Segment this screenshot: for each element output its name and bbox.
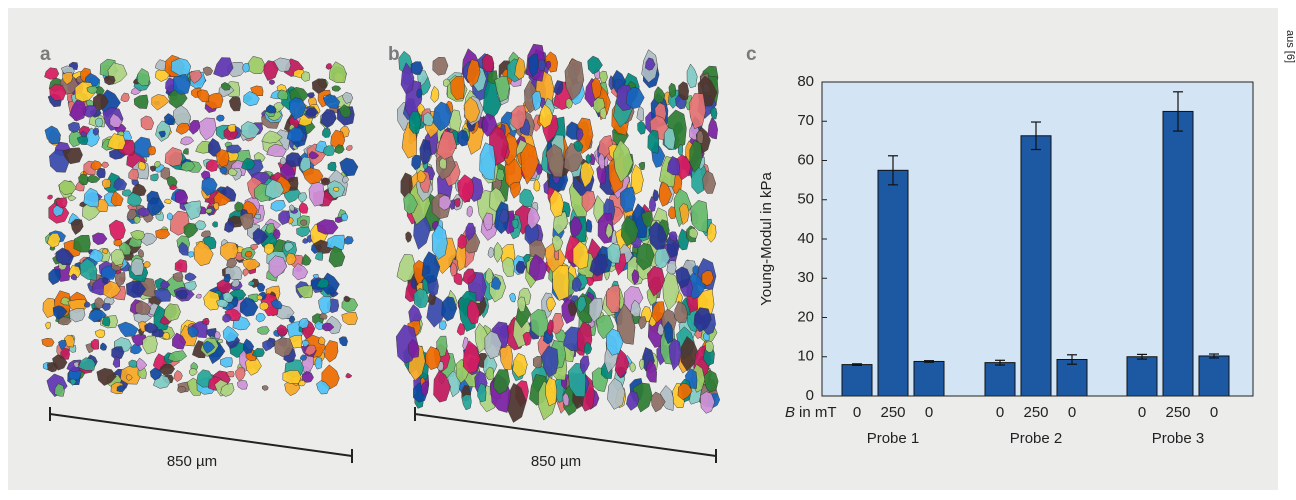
x-tick-label: 0 <box>1068 404 1076 421</box>
grain <box>533 356 542 368</box>
grain <box>333 187 339 191</box>
x-tick-label: 250 <box>880 404 905 421</box>
panel-label: a <box>40 44 51 65</box>
grain <box>678 145 683 156</box>
bar <box>1199 356 1229 396</box>
y-tick-label: 20 <box>797 308 814 325</box>
grain <box>102 277 107 283</box>
scale-label: 850 µm <box>167 453 217 470</box>
grain <box>74 235 91 252</box>
bar <box>914 361 944 396</box>
grain <box>218 339 223 343</box>
grain <box>257 295 263 300</box>
bar <box>878 170 908 396</box>
grain <box>315 357 322 369</box>
grain <box>679 82 689 100</box>
y-tick-label: 60 <box>797 151 814 168</box>
grain <box>697 131 704 144</box>
scale-label: 850 µm <box>531 453 581 470</box>
y-tick-label: 30 <box>797 269 814 286</box>
bar <box>1163 111 1193 396</box>
y-tick-label: 0 <box>806 387 814 404</box>
y-axis-label: Young-Modul in kPa <box>758 171 775 305</box>
grain <box>664 128 675 150</box>
grain <box>131 259 144 276</box>
x-label-unit: in mT <box>799 404 837 421</box>
group-label: Probe 3 <box>1152 430 1205 447</box>
grain <box>262 386 268 391</box>
grain <box>151 174 159 181</box>
x-tick-label: 0 <box>853 404 861 421</box>
x-tick-label: 0 <box>996 404 1004 421</box>
x-tick-label: 0 <box>925 404 933 421</box>
y-tick-label: 80 <box>797 73 814 90</box>
group-label: Probe 2 <box>1010 430 1063 447</box>
bar <box>1057 359 1087 396</box>
x-label-symbol: B <box>785 404 795 421</box>
grain <box>322 128 330 138</box>
grain <box>411 62 423 75</box>
figure: aus [6] a b c 850 µm 850 µm Young-Modul … <box>0 0 1296 495</box>
grain <box>269 80 275 85</box>
grain <box>148 146 156 155</box>
x-tick-label: 0 <box>1138 404 1146 421</box>
bar <box>1127 357 1157 396</box>
grain <box>328 162 336 171</box>
grain <box>433 57 448 75</box>
y-tick-label: 40 <box>797 230 814 247</box>
y-tick-label: 50 <box>797 191 814 208</box>
grain <box>258 327 270 335</box>
grain <box>129 360 137 367</box>
panel-label: c <box>746 44 757 65</box>
x-tick-label: 0 <box>1210 404 1218 421</box>
grain <box>213 222 218 228</box>
bar <box>985 363 1015 396</box>
grain <box>245 251 252 257</box>
y-tick-label: 70 <box>797 112 814 129</box>
bar <box>842 365 872 396</box>
x-tick-label: 250 <box>1165 404 1190 421</box>
grain <box>260 302 269 310</box>
y-tick-label: 10 <box>797 348 814 365</box>
grain <box>440 158 447 169</box>
group-label: Probe 1 <box>867 430 920 447</box>
grain <box>283 370 302 383</box>
grain <box>102 249 108 254</box>
panel-label: b <box>388 44 400 65</box>
source-note: aus [6] <box>1284 30 1296 63</box>
grain <box>202 318 209 325</box>
grain <box>91 339 99 349</box>
x-tick-label: 250 <box>1023 404 1048 421</box>
bar <box>1021 136 1051 396</box>
